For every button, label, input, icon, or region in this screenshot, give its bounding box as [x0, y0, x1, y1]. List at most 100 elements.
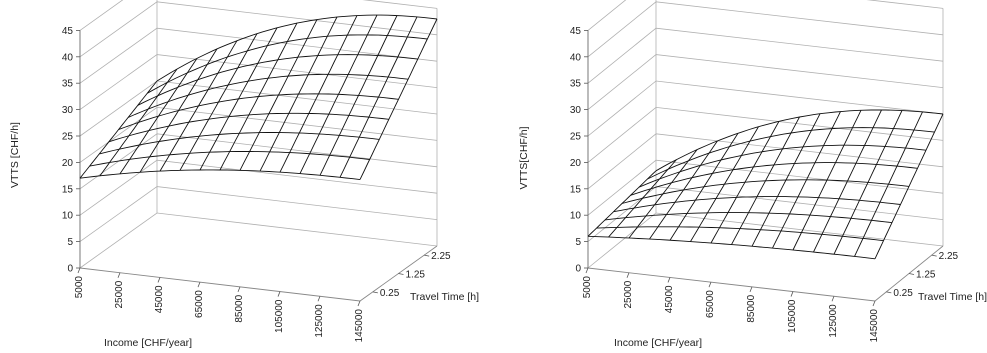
surface-line-time	[669, 132, 739, 241]
surface-line-time	[199, 27, 278, 171]
x-tick-label: 65000	[705, 290, 716, 318]
y-tick	[372, 291, 378, 294]
surface-line-time	[179, 33, 258, 171]
z-gridline	[79, 80, 438, 137]
z-gridline	[587, 27, 944, 84]
x-tick	[872, 300, 876, 307]
x-tick-label: 85000	[234, 294, 245, 322]
y-tick	[931, 254, 937, 257]
z-gridline	[79, 0, 438, 31]
z-tick-label: 5	[67, 237, 73, 248]
x-tick	[117, 272, 121, 278]
z-tick-label: 10	[570, 211, 582, 222]
z-tick-label: 15	[570, 184, 582, 195]
x-axis-title: Income [CHF/year]	[614, 337, 702, 349]
surface-line-time	[731, 116, 800, 245]
z-gridline	[79, 159, 438, 216]
x-tick-label: 45000	[154, 285, 165, 313]
z-tick-label: 25	[62, 132, 74, 143]
z-gridline	[79, 212, 438, 269]
x-tick	[237, 286, 241, 293]
surface-line-time	[99, 68, 178, 177]
x-tick-label: 125000	[314, 304, 325, 338]
x-tick	[708, 281, 712, 288]
z-gridline	[79, 186, 438, 242]
y-tick-label: 1.25	[916, 270, 936, 281]
z-tick-label: 40	[570, 52, 582, 63]
x-tick-label: 25000	[114, 280, 125, 308]
surface-line-time	[792, 110, 862, 251]
x-axis-title: Income [CHF/year]	[104, 337, 192, 349]
y-tick-label: 2.25	[939, 251, 959, 262]
z-gridline	[587, 80, 944, 137]
x-tick-label: 145000	[869, 309, 880, 343]
z-tick-label: 10	[62, 211, 74, 222]
x-tick	[790, 291, 794, 297]
surface-line-time	[813, 109, 882, 253]
z-tick-label: 20	[570, 158, 582, 169]
z-gridline	[587, 1, 944, 58]
x-tick-label: 45000	[664, 285, 675, 313]
surface-line-time	[874, 113, 944, 259]
x-tick	[626, 272, 630, 278]
y-tick-label: 0.25	[893, 288, 913, 299]
z-axis-title: VTTS[CHF/h]	[518, 126, 530, 189]
x-tick	[831, 296, 835, 302]
surface-line-income	[647, 127, 935, 180]
y-tick-label: 2.25	[431, 251, 451, 262]
z-gridline	[79, 133, 438, 190]
z-tick-label: 45	[570, 26, 582, 37]
y-tick-label: 0.25	[380, 288, 400, 299]
y-axis-title: Travel Time [h]	[410, 291, 479, 303]
z-gridline	[587, 106, 944, 163]
z-gridline	[587, 212, 944, 269]
surface-line-income	[587, 235, 876, 260]
surface-line-time	[219, 22, 298, 171]
z-tick-label: 5	[575, 237, 581, 248]
x-tick-label: 5000	[74, 276, 85, 299]
surface-line-time	[159, 40, 238, 172]
surface-line-time	[649, 140, 718, 240]
y-tick	[908, 273, 915, 275]
x-tick	[197, 281, 201, 288]
surface-line-time	[119, 58, 198, 175]
z-tick-label: 20	[62, 158, 74, 169]
surface-line-time	[339, 16, 418, 178]
vtts-surface-chart-left: 0 5 10 15 20 25 30 35 40 45 5000 25000 45000 65000 850…	[9, 0, 479, 349]
x-tick-label: 5000	[582, 276, 593, 299]
y-tick	[424, 254, 430, 257]
x-tick	[667, 277, 671, 283]
surface-line-time	[854, 111, 923, 257]
surface-line-time	[772, 111, 841, 249]
x-tick	[157, 277, 161, 283]
y-tick	[886, 291, 892, 294]
surface-line-time	[79, 80, 158, 179]
surface-line-time	[751, 113, 821, 247]
z-gridline	[587, 186, 944, 242]
z-tick-label: 0	[67, 264, 73, 275]
z-tick-label: 35	[570, 79, 582, 90]
vtts-surface-chart-right: 0 5 10 15 20 25 30 35 40 45 5000 25000 45000 65000 850…	[518, 0, 987, 349]
z-tick-label: 45	[62, 26, 74, 37]
z-tick-label: 15	[62, 184, 74, 195]
x-tick-label: 125000	[828, 304, 839, 338]
y-tick	[398, 273, 404, 275]
surface-line-time	[359, 18, 438, 180]
surface-line-time	[628, 149, 698, 239]
z-tick-label: 0	[575, 264, 581, 275]
surface-line-time	[279, 15, 358, 173]
x-tick	[277, 291, 281, 297]
x-tick	[317, 296, 321, 302]
surface-line-time	[319, 15, 398, 176]
z-tick-label: 35	[62, 79, 74, 90]
x-tick	[585, 267, 589, 274]
z-gridline	[587, 0, 944, 31]
surface-line-time	[299, 14, 378, 174]
z-gridline	[587, 54, 944, 110]
surface-line-time	[587, 170, 657, 237]
z-tick-label: 30	[570, 105, 582, 116]
surface-line-time	[710, 121, 780, 244]
y-axis-title: Travel Time [h]	[918, 291, 987, 303]
surface-line-income	[630, 162, 918, 196]
